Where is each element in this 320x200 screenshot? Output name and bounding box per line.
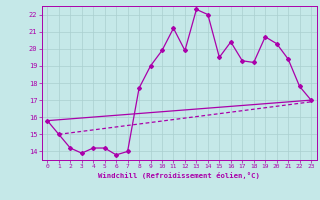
X-axis label: Windchill (Refroidissement éolien,°C): Windchill (Refroidissement éolien,°C) — [98, 172, 260, 179]
